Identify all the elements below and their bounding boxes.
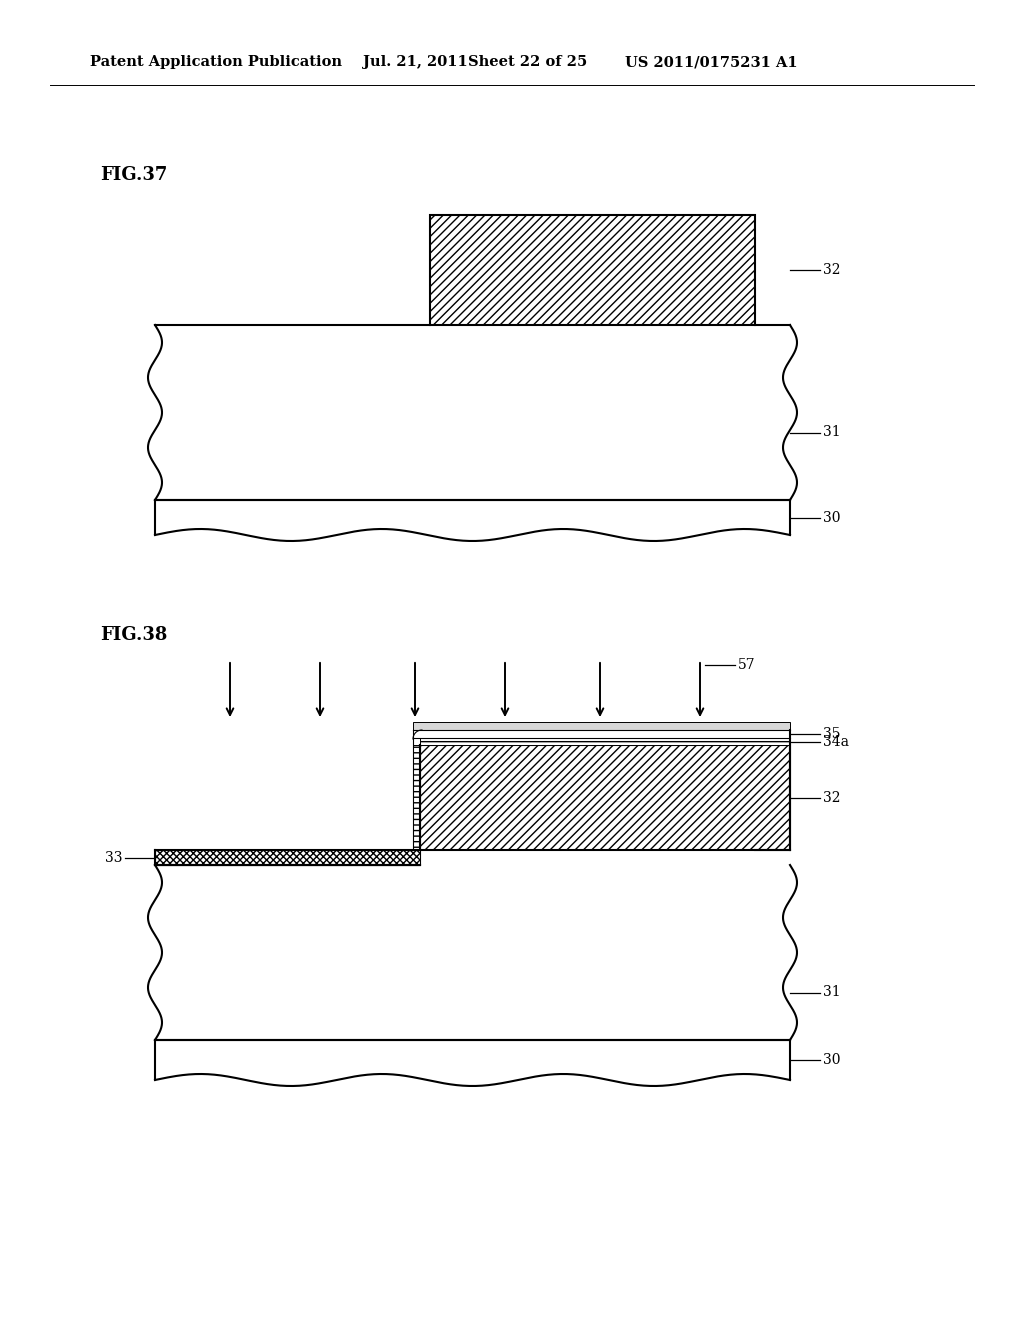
Text: 31: 31 bbox=[823, 986, 841, 999]
Text: 32: 32 bbox=[823, 263, 841, 277]
Text: 57: 57 bbox=[738, 657, 756, 672]
Text: FIG.37: FIG.37 bbox=[100, 166, 167, 183]
Text: FIG.38: FIG.38 bbox=[100, 626, 167, 644]
Text: 30: 30 bbox=[823, 1053, 841, 1067]
Text: 33: 33 bbox=[104, 850, 122, 865]
Text: 32: 32 bbox=[823, 791, 841, 804]
Bar bbox=[430, 215, 755, 325]
Bar bbox=[420, 744, 790, 850]
Text: Sheet 22 of 25: Sheet 22 of 25 bbox=[468, 55, 587, 69]
Bar bbox=[155, 850, 420, 865]
Text: Jul. 21, 2011: Jul. 21, 2011 bbox=[362, 55, 468, 69]
Bar bbox=[413, 744, 420, 850]
Text: Patent Application Publication: Patent Application Publication bbox=[90, 55, 342, 69]
Bar bbox=[420, 738, 790, 744]
Text: 31: 31 bbox=[823, 425, 841, 440]
Text: US 2011/0175231 A1: US 2011/0175231 A1 bbox=[625, 55, 798, 69]
Text: 35: 35 bbox=[823, 727, 841, 741]
Text: 30: 30 bbox=[823, 511, 841, 524]
Text: 34a: 34a bbox=[823, 734, 849, 748]
Bar bbox=[413, 722, 790, 730]
